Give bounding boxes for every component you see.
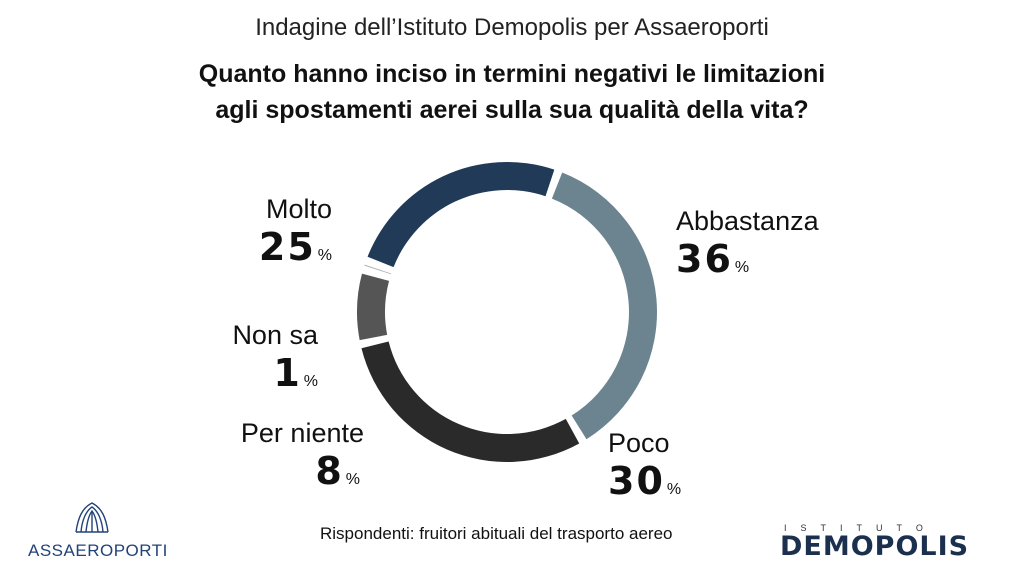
slice-label-non-sa: Non sa (232, 320, 318, 350)
demopolis-small-text: ISTITUTO (784, 523, 937, 533)
donut-slice-poco (361, 341, 580, 463)
demopolis-logo: ISTITUTO DEMOPOLIS (780, 523, 1000, 562)
slice-label-abbastanza: Abbastanza (676, 206, 819, 236)
slice-label-per-niente: Per niente (240, 418, 364, 448)
donut-slice-molto (367, 162, 555, 268)
label-per-niente: Per niente 8% (234, 418, 364, 493)
slice-value-molto: 25% (258, 225, 332, 269)
label-abbastanza: Abbastanza 36% (676, 206, 819, 281)
assaeroporti-emblem-icon (75, 502, 109, 533)
slice-value-per-niente: 8% (315, 449, 360, 493)
assaeroporti-logo: ASSAEROPORTI (28, 500, 168, 561)
question-title: Quanto hanno inciso in termini negativi … (132, 56, 892, 128)
label-poco: Poco 30% (608, 428, 681, 503)
survey-title: Indagine dell’Istituto Demopolis per Ass… (255, 14, 769, 41)
donut-slice-abbastanza (551, 172, 657, 440)
demopolis-wordmark: DEMOPOLIS (780, 531, 970, 562)
question-line-1: Quanto hanno inciso in termini negativi … (198, 60, 826, 88)
donut-slice-per-niente (357, 273, 390, 341)
slice-label-molto: Molto (265, 194, 332, 224)
slice-value-non-sa: 1% (273, 351, 318, 395)
header: Indagine dell’Istituto Demopolis per Ass… (0, 0, 1024, 128)
slice-value-abbastanza: 36% (676, 237, 750, 281)
slice-label-poco: Poco (608, 428, 670, 458)
slice-value-poco: 30% (608, 459, 682, 503)
assaeroporti-wordmark: ASSAEROPORTI (28, 541, 168, 560)
respondents-note: Rispondenti: fruitori abituali del trasp… (320, 524, 673, 543)
label-molto: Molto 25% (240, 194, 332, 269)
label-non-sa: Non sa 1% (214, 320, 318, 395)
donut-slice-non-sa (364, 264, 392, 275)
question-line-2: agli spostamenti aerei sulla sua qualità… (215, 96, 809, 124)
